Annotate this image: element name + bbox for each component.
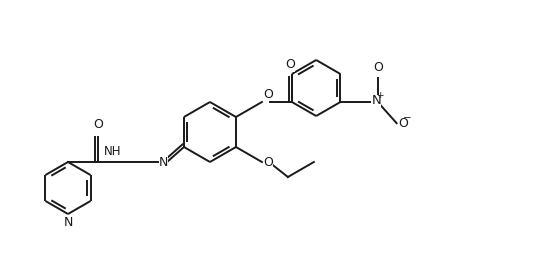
Text: +: + (376, 91, 383, 99)
Text: N: N (372, 95, 381, 107)
Text: NH: NH (104, 145, 122, 158)
Text: N: N (63, 216, 73, 229)
Text: O: O (263, 155, 273, 169)
Text: O: O (93, 118, 103, 132)
Text: O: O (263, 88, 273, 101)
Text: N: N (159, 155, 168, 169)
Text: O: O (399, 117, 408, 130)
Text: O: O (374, 61, 383, 74)
Text: −: − (403, 113, 412, 123)
Text: O: O (285, 58, 295, 72)
